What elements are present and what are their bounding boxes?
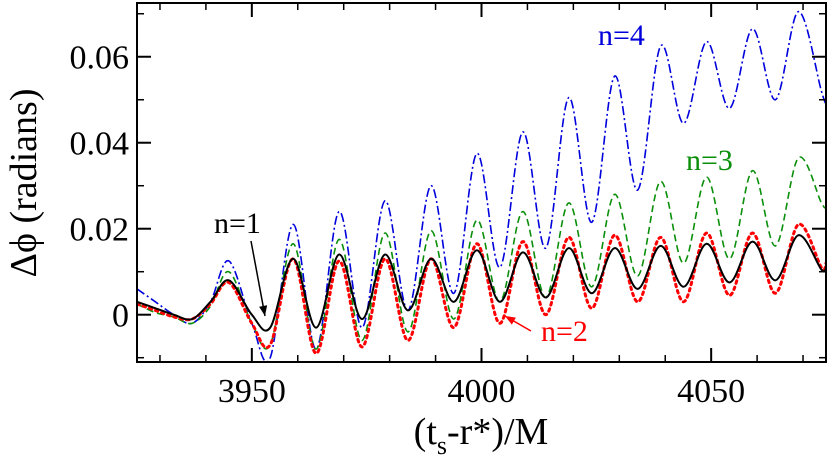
y-tick-label: 0.06: [70, 40, 130, 77]
annotation-n-2: n=2: [541, 315, 588, 348]
y-tick-label: 0.04: [70, 126, 130, 163]
y-tick-label: 0: [112, 298, 129, 335]
series-line-n-1: [137, 234, 826, 332]
series-line-n-4: [137, 10, 826, 362]
annotation-n-3: n=3: [686, 144, 733, 177]
annotation-arrow-n-2-head: [505, 316, 516, 325]
y-tick-label: 0.02: [70, 212, 130, 249]
series-line-n-3: [137, 156, 826, 350]
annotation-layer: n=1 n=2 n=3 n=4: [214, 19, 733, 348]
x-tick-label: 4000: [448, 373, 516, 410]
x-tick-label: 4050: [677, 373, 745, 410]
series-line-n-2: [137, 222, 826, 355]
x-tick-label: 3950: [218, 373, 286, 410]
annotation-n-4: n=4: [598, 19, 645, 52]
annotation-arrow-n-1-head: [259, 305, 268, 316]
annotation-arrow-n-1: [250, 240, 266, 317]
tick-layer: 3950 4000 4050 0 0.02 0.04 0.06: [70, 3, 826, 410]
annotation-n-1: n=1: [214, 207, 261, 240]
x-axis-label: (ts-r*)/M: [414, 411, 549, 460]
plot-frame: [136, 2, 827, 363]
series-layer: [137, 10, 826, 362]
y-axis-label: Δϕ (radians): [3, 89, 45, 278]
